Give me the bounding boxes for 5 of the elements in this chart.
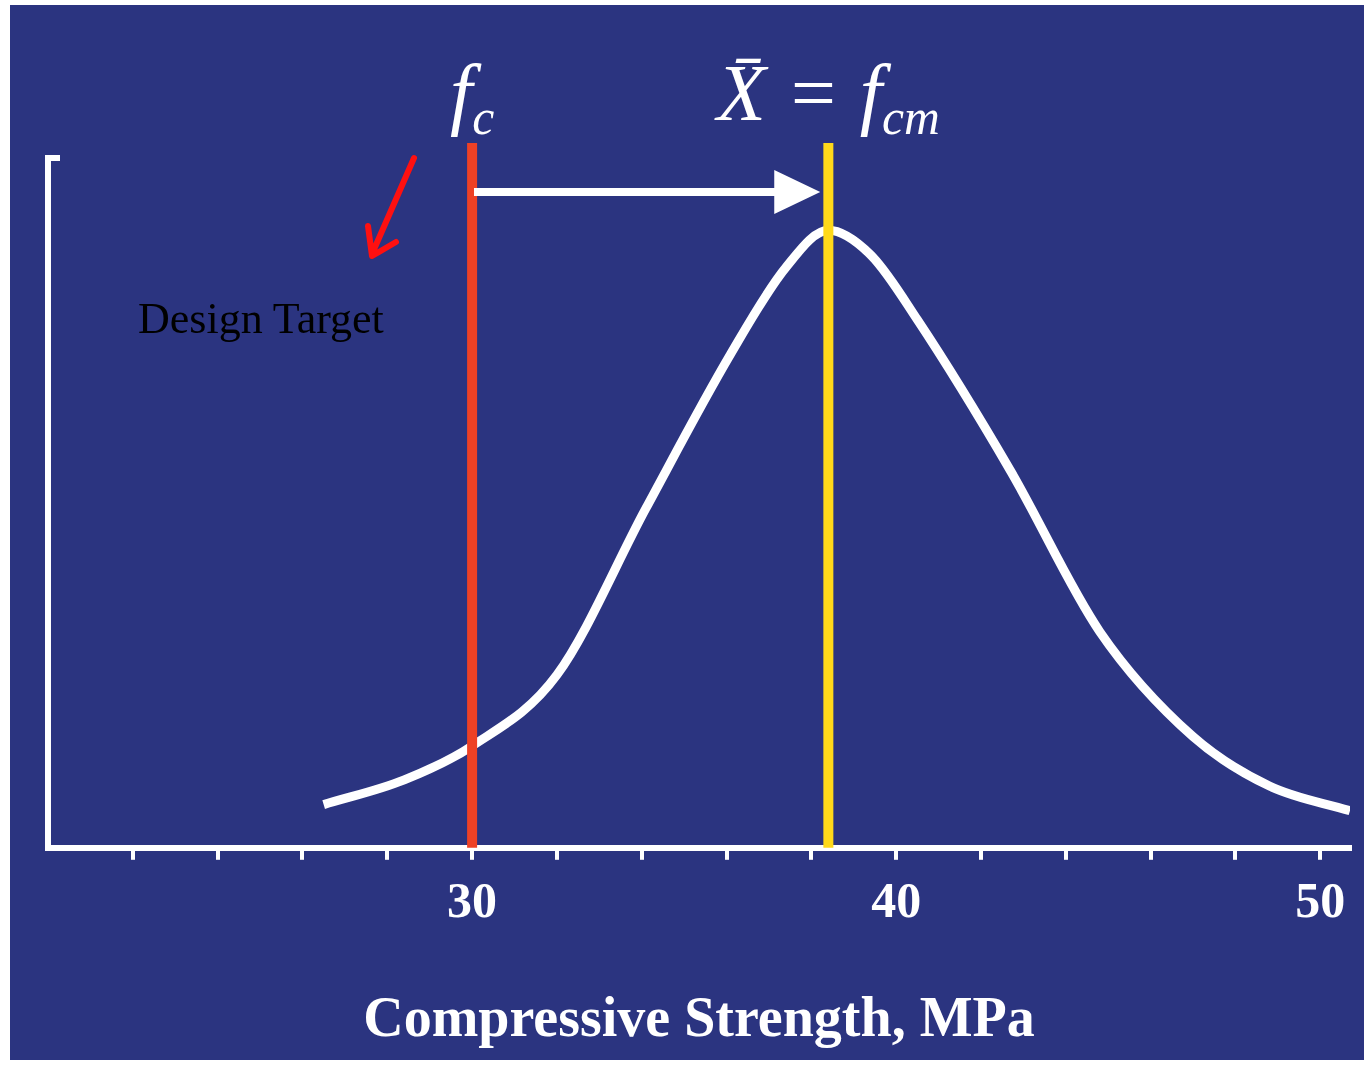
x-tick-label: 50: [1295, 871, 1346, 928]
x-tick-label: 40: [871, 871, 922, 928]
annotation: Design Target: [138, 294, 384, 343]
x-tick-label: 30: [447, 871, 498, 928]
x-axis-title: Compressive Strength, MPa: [363, 985, 1035, 1048]
